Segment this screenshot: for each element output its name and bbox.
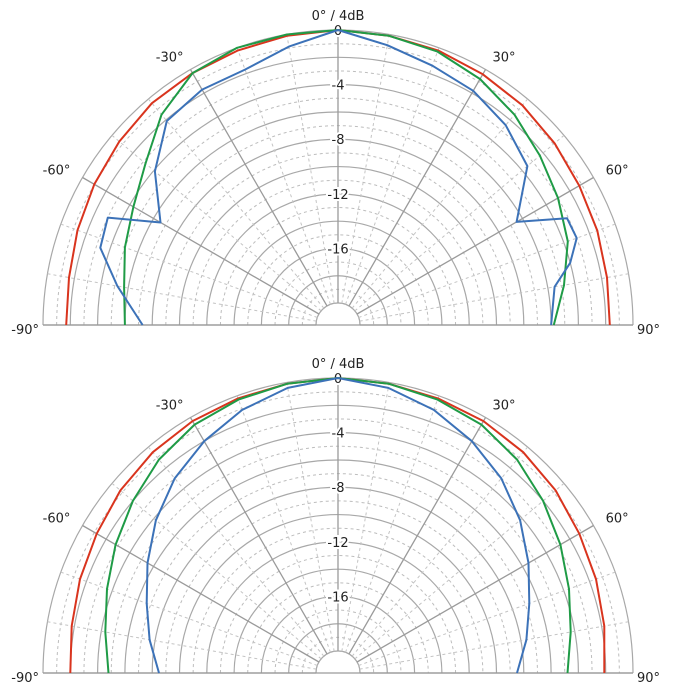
series-line-3 [145,377,531,674]
radial-tick-label: -16 [327,590,348,605]
angle-label: -60° [43,164,71,179]
grid-spoke [348,69,487,307]
grid-ring-minor [247,234,429,326]
grid-spoke [82,176,320,315]
grid-spoke-minor [111,134,322,312]
angle-label: 90° [637,671,660,686]
angle-label: 60° [606,512,629,527]
radial-tick-label: -8 [332,133,345,148]
chart-title: 0° / 4dB [312,357,365,372]
polar-chart-2: 0 -4 -8 -12 -16 0° / 4dB -90° -60° -30° 30° 60° 90° [11,357,660,686]
angle-label: 60° [606,164,629,179]
angle-label: 30° [493,398,516,413]
chart-title: 0° / 4dB [312,9,365,24]
grid-spoke-minor [147,98,325,309]
grid-ring-minor [56,391,620,674]
angle-label: 90° [637,323,660,338]
grid-spoke [82,524,320,663]
angle-label: -90° [11,671,39,686]
radial-tick-label: -8 [332,481,345,496]
radial-tick-label: -16 [327,242,348,257]
radial-tick-label: -4 [332,427,345,442]
series-line-2 [123,29,569,326]
angle-label: -60° [43,512,71,527]
radial-tick-label: -4 [332,79,345,94]
angle-label: -30° [156,398,184,413]
angle-label: -30° [156,50,184,65]
angle-label: -90° [11,323,39,338]
grid-ring-minor [192,527,484,674]
grid-spoke [348,417,487,655]
grid-spoke [356,176,594,315]
series-line-3 [99,29,578,326]
grid-ring-minor [192,179,484,326]
series-line-1 [69,377,606,674]
radial-tick-label: 0 [334,24,342,39]
radial-tick-label: -12 [327,188,348,203]
grid-ring-minor [219,207,457,326]
radial-tick-label: -12 [327,536,348,551]
grid-ring-minor [247,582,429,674]
grid-ring-minor [219,555,457,674]
grid-spoke [189,417,328,655]
grid-spoke [189,69,328,307]
radial-tick-label: 0 [334,372,342,387]
grid-spoke [356,524,594,663]
angle-label: 30° [493,50,516,65]
grid-ring-minor [56,43,620,326]
polar-chart-1: 0 -4 -8 -12 -16 0° / 4dB -90° -60° -30° 30° 60° 90° [11,9,660,338]
